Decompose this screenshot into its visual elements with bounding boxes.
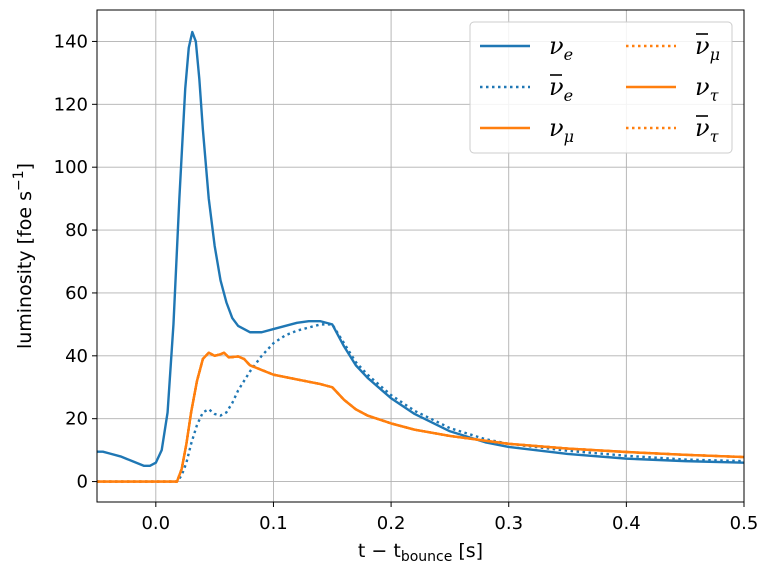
y-axis-label-suffix: ] [14,163,36,170]
x-axis-label-suffix: [s] [452,540,483,562]
legend-label: ντ [695,73,720,105]
legend-label: ντ [695,114,720,146]
legend-label: νμ [549,114,574,146]
y-axis-label-sup: −1 [11,170,27,191]
series-line-1 [97,323,744,483]
series-layer [97,30,744,483]
x-tick-label: 0.0 [141,513,170,534]
x-axis-label: t − tbounce [s] [358,540,483,565]
y-axis-label-prefix: luminosity [foe s [14,191,36,349]
y-tick-label: 60 [65,283,88,304]
x-axis-label-prefix: t − t [358,540,401,562]
legend-box [469,21,733,154]
legend-label: νe [549,32,573,64]
ticks: 0.0 0.1 0.2 0.3 0.4 0.5 0 20 40 60 80 100 120 140 [54,31,759,534]
x-tick-label: 0.3 [494,513,523,534]
legend: νe νe νμ νμ ντ ντ [469,21,733,154]
x-tick-label: 0.1 [259,513,288,534]
y-tick-label: 20 [65,409,88,430]
axes-frame [96,9,745,503]
y-tick-label: 120 [54,94,88,115]
y-tick-label: 40 [65,346,88,367]
series-line-0 [97,30,744,468]
series-line-4 [97,351,744,483]
x-tick-label: 0.5 [730,513,759,534]
legend-label: νμ [695,32,720,64]
y-axis-label: luminosity [foe s−1] [11,163,36,349]
x-axis-label-sub: bounce [401,549,453,565]
y-tick-label: 100 [54,157,88,178]
legend-label: νe [549,73,573,105]
y-tick-label: 0 [77,472,88,493]
y-tick-label: 80 [65,220,88,241]
x-tick-label: 0.2 [377,513,406,534]
y-tick-label: 140 [54,31,88,52]
x-tick-label: 0.4 [612,513,641,534]
